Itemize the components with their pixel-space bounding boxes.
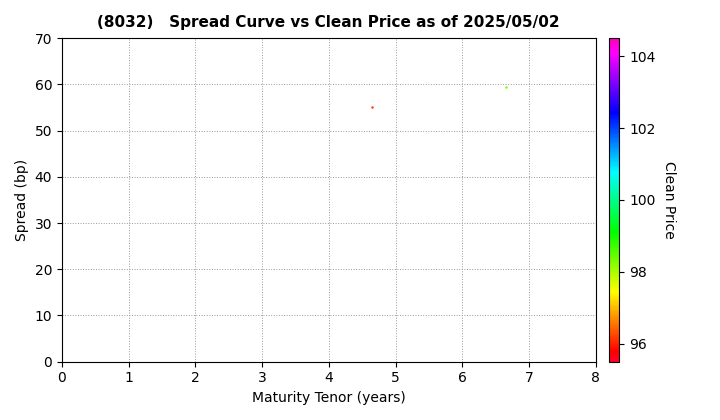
Title: (8032)   Spread Curve vs Clean Price as of 2025/05/02: (8032) Spread Curve vs Clean Price as of… [97,15,560,30]
X-axis label: Maturity Tenor (years): Maturity Tenor (years) [252,391,405,405]
Point [500,83,511,90]
Y-axis label: Clean Price: Clean Price [662,161,676,239]
Y-axis label: Spread (bp): Spread (bp) [15,159,29,241]
Point [366,104,378,111]
